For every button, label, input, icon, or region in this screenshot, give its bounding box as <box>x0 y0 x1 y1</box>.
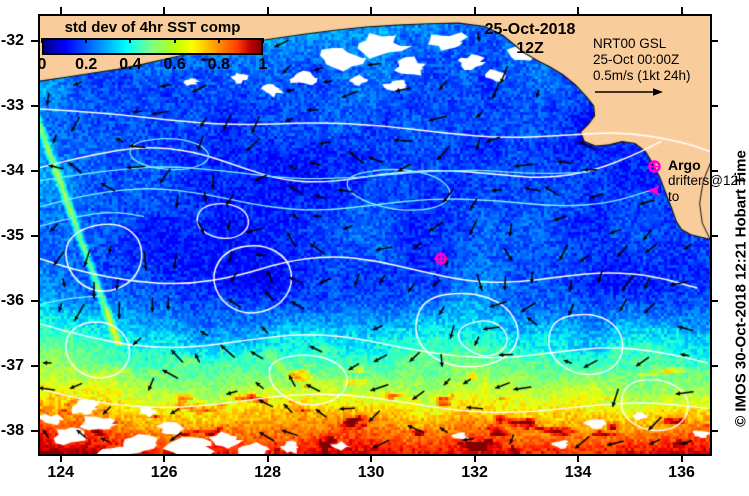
x-axis-label: 134 <box>564 464 592 481</box>
colorbar-tick <box>217 38 220 43</box>
drifter-arrow-marker-icon <box>646 184 664 200</box>
x-axis-tick-top <box>473 7 476 14</box>
x-axis-tick-top <box>370 7 373 14</box>
argo-legend-label: Argo <box>668 157 701 173</box>
date-title-date: 25-Oct-2018 <box>484 21 576 38</box>
drifters-legend-label-2: to <box>668 189 680 204</box>
colorbar-tick <box>262 38 264 43</box>
colorbar-tick-label: 0.2 <box>75 56 98 73</box>
date-title-block: 25-Oct-2018 12Z <box>450 20 610 58</box>
y-axis-tick <box>31 430 38 433</box>
y-axis-tick-right <box>711 234 718 237</box>
y-axis-tick-right <box>711 104 718 107</box>
x-axis-tick-top <box>680 7 683 14</box>
model-name: NRT00 GSL <box>593 36 667 51</box>
y-axis-tick-right <box>711 169 718 172</box>
argo-float-marker-icon <box>648 160 661 176</box>
y-axis-tick <box>31 169 38 172</box>
colorbar-tick-label: 0 <box>37 56 47 73</box>
credit-text: © IMOS 30-Oct-2018 12:21 Hobart Time <box>732 150 749 427</box>
model-time: 25-Oct 00:00Z <box>593 52 680 67</box>
y-axis-label: -35 <box>0 226 24 244</box>
x-axis-tick-top <box>163 7 166 14</box>
y-axis-label: -37 <box>0 357 24 375</box>
y-axis-label: -33 <box>0 96 24 114</box>
date-title-time: 12Z <box>516 40 544 57</box>
x-axis-label: 124 <box>47 464 75 481</box>
y-axis-tick <box>31 300 38 303</box>
x-axis-tick-top <box>577 7 580 14</box>
model-scale: 0.5m/s (1kt 24h) <box>593 68 691 83</box>
x-axis-label: 132 <box>461 464 488 481</box>
x-axis-tick <box>577 455 580 462</box>
x-axis-tick <box>163 455 166 462</box>
model-annotation: NRT00 GSL 25-Oct 00:00Z 0.5m/s (1kt 24h) <box>593 36 691 102</box>
colorbar-tick-label: 0.6 <box>163 56 186 73</box>
colorbar-tick-label: 0.8 <box>207 56 230 73</box>
x-axis-label: 126 <box>150 464 178 481</box>
y-axis-tick <box>31 365 38 368</box>
y-axis-tick <box>31 39 38 42</box>
colorbar-title: std dev of 4hr SST comp <box>64 19 241 36</box>
sst-std-dev-heatmap <box>40 16 710 454</box>
x-axis-tick <box>473 455 476 462</box>
credit-block: © IMOS 30-Oct-2018 12:21 Hobart Time <box>716 130 749 460</box>
x-axis-label: 128 <box>254 464 281 481</box>
y-axis-tick <box>31 234 38 237</box>
x-axis-tick-top <box>266 7 269 14</box>
drifters-legend-label: drifters@12h <box>668 173 746 188</box>
y-axis-label: -32 <box>0 31 24 49</box>
x-axis-label: 130 <box>357 464 385 481</box>
x-axis-tick <box>370 455 373 462</box>
y-axis-label: -38 <box>0 422 24 440</box>
x-axis-tick-top <box>59 7 62 14</box>
velocity-scale-arrow-icon <box>593 86 691 102</box>
y-axis-label: -34 <box>0 161 24 179</box>
y-axis-tick-right <box>711 39 718 42</box>
y-axis-label: -36 <box>0 292 24 310</box>
colorbar-tick <box>41 38 43 43</box>
colorbar-gradient <box>42 38 263 55</box>
colorbar-tick <box>173 38 176 43</box>
x-axis-tick <box>59 455 62 462</box>
y-axis-tick-right <box>711 300 718 303</box>
x-axis-tick <box>680 455 683 462</box>
y-axis-tick-right <box>711 365 718 368</box>
colorbar-tick-label: 0.4 <box>119 56 142 73</box>
x-axis-label: 136 <box>668 464 695 481</box>
x-axis-tick <box>266 455 269 462</box>
colorbar-tick <box>129 38 132 43</box>
colorbar-tick <box>85 38 88 43</box>
colorbar-tick-label: 1 <box>258 56 268 73</box>
y-axis-tick-right <box>711 430 718 433</box>
map-plot-area <box>38 14 712 456</box>
y-axis-tick <box>31 104 38 107</box>
